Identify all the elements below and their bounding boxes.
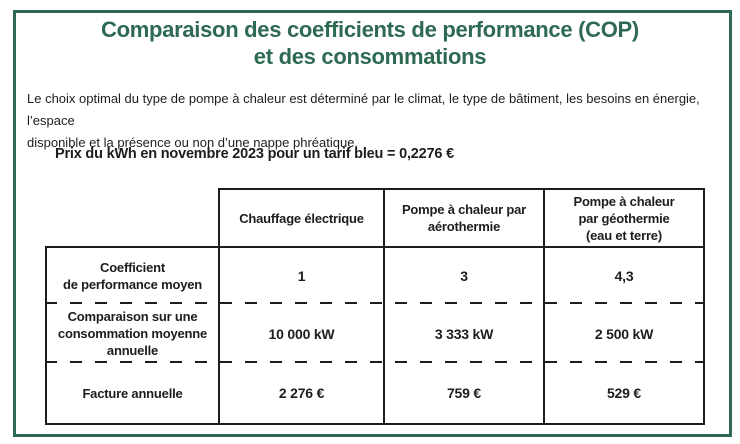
header-row: Chauffage électrique Pompe à chaleur par… xyxy=(46,188,705,248)
price-line: Prix du kWh en novembre 2023 pour un tar… xyxy=(55,146,454,162)
cell-facture-geothermie: 529 € xyxy=(543,363,705,425)
row-consommation: Comparaison sur une consommation moyenne… xyxy=(45,304,705,363)
cell-coefficient-geothermie: 4,3 xyxy=(543,246,705,304)
cell-coefficient-aerothermie: 3 xyxy=(383,246,545,304)
page-title: Comparaison des coefficients de performa… xyxy=(101,17,639,69)
intro-text: Le choix optimal du type de pompe à chal… xyxy=(27,91,700,150)
column-header-pac-geothermie: Pompe à chaleur par géothermie (eau et t… xyxy=(543,188,705,248)
row-facture: Facture annuelle 2 276 € 759 € 529 € xyxy=(45,363,705,425)
row-label-facture: Facture annuelle xyxy=(45,363,220,425)
corner-empty-cell xyxy=(46,189,219,247)
cell-facture-chauffage: 2 276 € xyxy=(218,363,385,425)
cell-coefficient-chauffage: 1 xyxy=(218,246,385,304)
column-header-pac-aerothermie: Pompe à chaleur par aérothermie xyxy=(383,188,545,248)
row-label-coefficient: Coefficient de performance moyen xyxy=(45,246,220,304)
row-coefficient: Coefficient de performance moyen 1 3 4,3 xyxy=(45,246,705,304)
cell-consommation-geothermie: 2 500 kW xyxy=(543,304,705,363)
cell-consommation-aerothermie: 3 333 kW xyxy=(383,304,545,363)
column-header-chauffage-electrique: Chauffage électrique xyxy=(218,188,385,248)
comparison-table: Chauffage électrique Pompe à chaleur par… xyxy=(45,188,705,425)
row-label-consommation: Comparaison sur une consommation moyenne… xyxy=(45,304,220,363)
cell-facture-aerothermie: 759 € xyxy=(383,363,545,425)
cell-consommation-chauffage: 10 000 kW xyxy=(218,304,385,363)
